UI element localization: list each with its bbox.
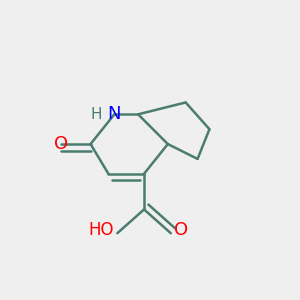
- Text: N: N: [108, 105, 121, 123]
- Text: O: O: [54, 135, 68, 153]
- Text: HO: HO: [89, 221, 114, 239]
- Text: O: O: [174, 221, 188, 239]
- Text: H: H: [91, 107, 102, 122]
